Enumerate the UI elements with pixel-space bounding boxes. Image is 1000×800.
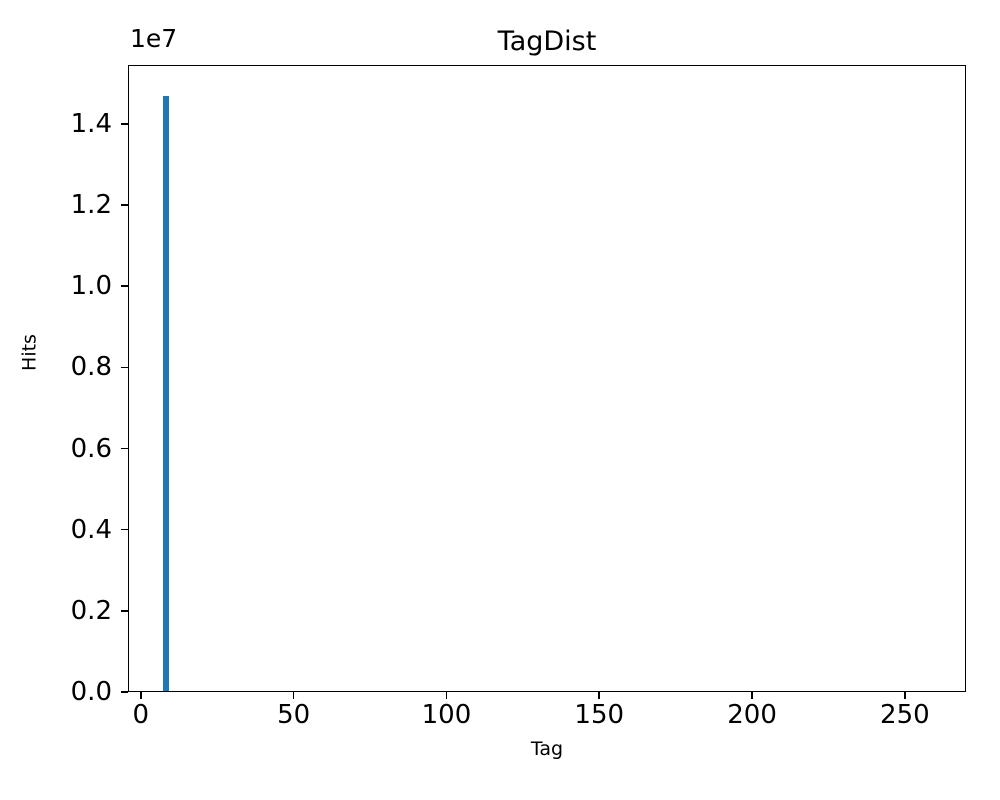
y-tick-mark — [121, 285, 128, 287]
y-axis-label: Hits — [18, 334, 41, 371]
y-tick-mark — [121, 447, 128, 450]
x-tick-mark — [445, 692, 448, 699]
chart-title: TagDist — [497, 26, 597, 57]
x-tick-mark — [598, 692, 601, 699]
y-tick-mark — [121, 123, 128, 125]
x-tick-label: 250 — [880, 700, 930, 730]
y-axis-offset-label: 1e7 — [130, 24, 178, 53]
y-tick-label: 1.2 — [70, 190, 112, 220]
x-tick-label: 150 — [574, 700, 625, 730]
x-axis-tick-marks — [128, 692, 966, 702]
y-tick-mark — [121, 610, 128, 612]
y-axis-tick-labels: 0.0 0.2 0.4 0.6 0.8 1.0 1.2 1.4 — [0, 65, 112, 705]
x-tick-label: 100 — [421, 700, 472, 730]
y-tick-mark — [121, 204, 128, 206]
y-tick-label: 0.4 — [70, 514, 112, 545]
y-tick-mark — [121, 691, 128, 693]
x-tick-label: 50 — [277, 700, 311, 730]
y-tick-mark — [121, 366, 128, 369]
x-tick-mark — [140, 692, 142, 699]
x-axis-tick-labels: 0 50 100 150 200 250 — [128, 702, 966, 738]
bars-layer — [129, 66, 965, 691]
y-tick-label: 1.0 — [70, 271, 112, 302]
y-tick-label: 0.0 — [70, 677, 112, 707]
y-tick-mark — [121, 528, 128, 531]
x-tick-label: 200 — [727, 700, 777, 730]
y-tick-label: 0.8 — [70, 352, 112, 383]
x-tick-mark — [904, 692, 906, 699]
y-tick-label: 0.6 — [70, 433, 112, 464]
x-tick-label: 0 — [132, 700, 150, 730]
plot-area — [128, 65, 966, 692]
y-tick-label: 0.2 — [70, 595, 112, 626]
bar — [163, 96, 170, 691]
x-tick-mark — [751, 692, 753, 699]
x-axis-label: Tag — [530, 738, 564, 760]
y-tick-label: 1.4 — [70, 108, 112, 139]
x-tick-mark — [292, 692, 295, 699]
